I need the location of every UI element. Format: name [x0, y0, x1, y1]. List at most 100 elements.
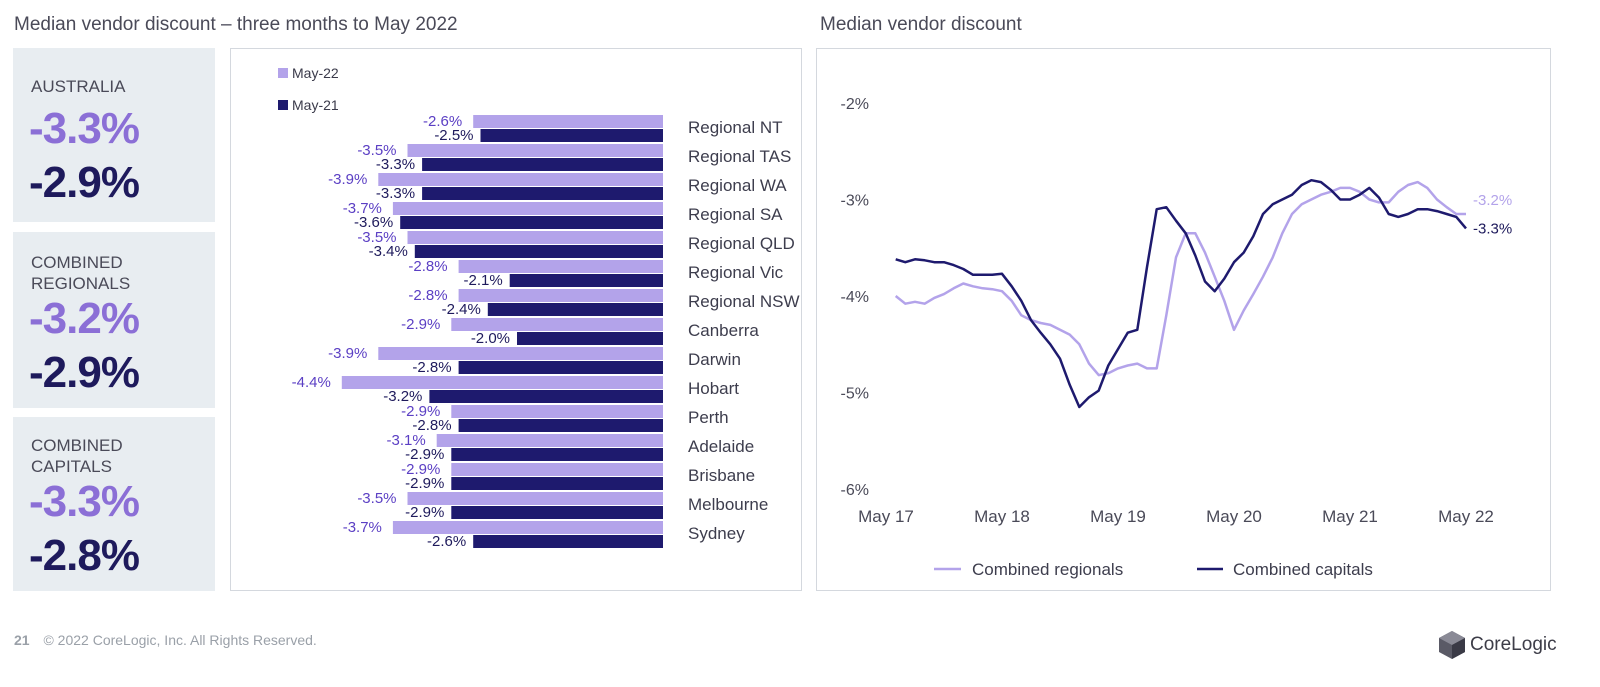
bar-may22 [378, 173, 663, 186]
y-tick-label: -4% [841, 289, 869, 306]
stat-value-may22: -3.3% [29, 477, 140, 526]
data-label-may21: -3.6% [354, 214, 393, 231]
data-label-may21: -2.1% [464, 272, 503, 289]
bar-may21 [487, 303, 663, 316]
bar-may21 [414, 245, 663, 258]
x-tick-label: May 20 [1206, 507, 1262, 526]
data-label-may21: -2.0% [471, 330, 510, 347]
stat-value-may21: -2.9% [29, 348, 140, 397]
data-label-may22: -2.9% [401, 461, 440, 478]
data-label-may21: -3.3% [376, 185, 415, 202]
stat-value-may21: -2.9% [29, 158, 140, 207]
y-tick-label: -3% [841, 193, 869, 210]
data-label-may21: -3.2% [383, 388, 422, 405]
stat-box-australia: AUSTRALIA -3.3% -2.9% [13, 48, 215, 222]
bar-may21 [458, 419, 663, 432]
logo-text: CoreLogic [1470, 634, 1557, 655]
end-label-capitals: -3.3% [1473, 220, 1512, 237]
bar-may21 [509, 274, 663, 287]
bar-may21 [458, 361, 663, 374]
data-label-may21: -3.3% [376, 156, 415, 173]
corelogic-logo: CoreLogic [1438, 630, 1557, 660]
category-label: Brisbane [688, 466, 755, 485]
category-label: Adelaide [688, 437, 754, 456]
bar-may22 [407, 492, 663, 505]
bar-may21 [480, 129, 663, 142]
bar-may22 [407, 231, 663, 244]
bar-may22 [341, 376, 663, 389]
y-tick-label: -5% [841, 386, 869, 403]
category-label: Regional NT [688, 118, 783, 137]
line-combined-capitals [895, 178, 1467, 409]
y-tick-label: -6% [841, 482, 869, 499]
y-tick-label: -2% [841, 96, 869, 113]
data-label-may21: -3.4% [369, 243, 408, 260]
stat-value-may21: -2.8% [29, 531, 140, 580]
bar-may22 [392, 202, 663, 215]
data-label-may22: -2.8% [408, 287, 447, 304]
x-tick-label: May 22 [1438, 507, 1494, 526]
data-label-may21: -2.9% [405, 475, 444, 492]
category-label: Regional WA [688, 176, 787, 195]
data-label-may21: -2.5% [434, 127, 473, 144]
data-label-may22: -3.5% [357, 142, 396, 159]
bar-may21 [473, 535, 663, 548]
legend-label-regionals: Combined regionals [972, 560, 1123, 579]
data-label-may21: -2.4% [442, 301, 481, 318]
line-combined-regionals [894, 180, 1466, 377]
bar-may22 [451, 463, 663, 476]
end-label-regionals: -3.2% [1473, 192, 1512, 209]
x-tick-label: May 21 [1322, 507, 1378, 526]
category-label: Hobart [688, 379, 739, 398]
stat-box-combined-capitals: COMBINED CAPITALS -3.3% -2.8% [13, 417, 215, 591]
corelogic-logo-icon [1439, 631, 1465, 659]
bar-may22 [473, 115, 663, 128]
bar-may21 [451, 448, 663, 461]
category-label: Regional SA [688, 205, 783, 224]
data-label-may22: -2.9% [401, 316, 440, 333]
bar-chart-title: Median vendor discount – three months to… [14, 14, 458, 35]
legend-label-may22: May-22 [292, 65, 339, 81]
bar-may22 [451, 405, 663, 418]
category-label: Perth [688, 408, 729, 427]
bar-may22 [451, 318, 663, 331]
bar-may21 [451, 506, 663, 519]
copyright: © 2022 CoreLogic, Inc. All Rights Reserv… [43, 632, 317, 648]
category-label: Melbourne [688, 495, 768, 514]
x-tick-label: May 17 [858, 507, 914, 526]
x-tick-label: May 18 [974, 507, 1030, 526]
bar-may21 [451, 477, 663, 490]
category-label: Regional NSW [688, 292, 800, 311]
data-label-may22: -3.7% [343, 200, 382, 217]
category-label: Regional QLD [688, 234, 795, 253]
data-label-may21: -2.8% [412, 417, 451, 434]
bar-may22 [458, 260, 663, 273]
bar-may21 [422, 158, 663, 171]
category-label: Sydney [688, 524, 745, 543]
data-label-may22: -3.5% [357, 490, 396, 507]
bar-may21 [400, 216, 663, 229]
data-label-may22: -3.5% [357, 229, 396, 246]
bar-may21 [422, 187, 663, 200]
data-label-may22: -3.7% [343, 519, 382, 536]
legend-label-capitals: Combined capitals [1233, 560, 1373, 579]
line-chart: -2% -3% -4% -5% -6% May 17 May 18 May 19 May 20 M… [841, 96, 1513, 579]
stat-value-may22: -3.2% [29, 294, 140, 343]
legend-swatch-may22 [278, 68, 288, 78]
stat-label: AUSTRALIA [31, 77, 126, 96]
data-label-may21: -2.9% [405, 504, 444, 521]
bar-may22 [436, 434, 663, 447]
legend-label-may21: May-21 [292, 97, 339, 113]
data-label-may22: -2.9% [401, 403, 440, 420]
data-label-may21: -2.8% [412, 359, 451, 376]
category-label: Regional Vic [688, 263, 784, 282]
bar-may21 [429, 390, 663, 403]
category-label: Canberra [688, 321, 759, 340]
line-chart-panel: -2% -3% -4% -5% -6% May 17 May 18 May 19 May 20 M… [816, 48, 1551, 591]
bar-chart-panel: May-22 May-21 -2.6% -2.5% Regional NT -3.5% -3… [230, 48, 802, 591]
stat-label: COMBINED CAPITALS [31, 436, 123, 476]
legend-swatch-may21 [278, 100, 288, 110]
data-label-may22: -2.6% [423, 113, 462, 130]
bar-may22 [407, 144, 663, 157]
